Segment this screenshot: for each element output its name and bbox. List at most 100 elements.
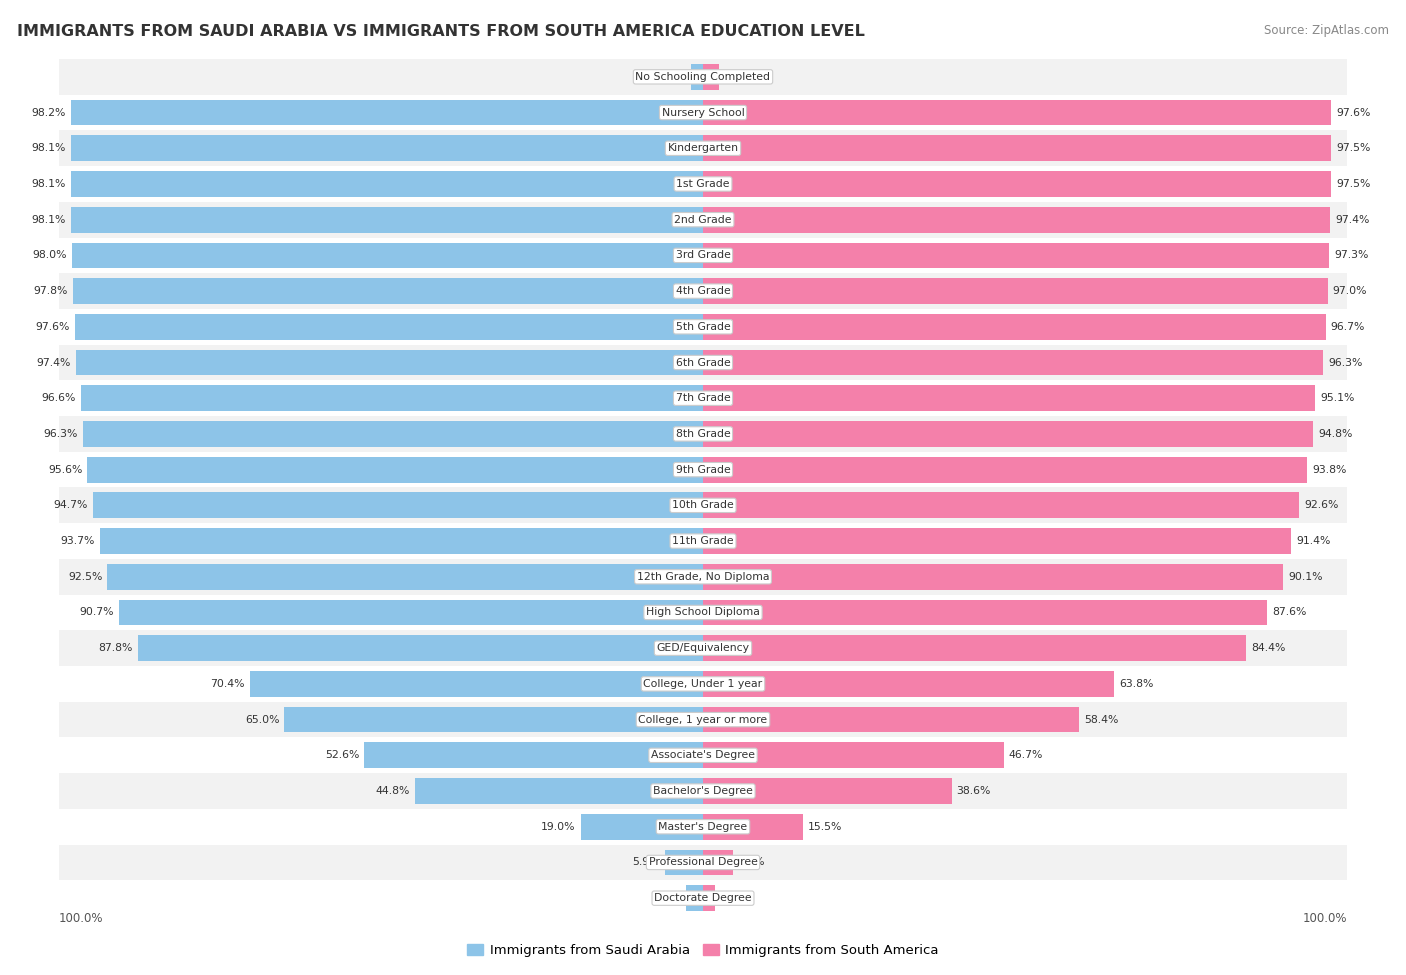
Text: 84.4%: 84.4%: [1251, 644, 1286, 653]
Text: Kindergarten: Kindergarten: [668, 143, 738, 153]
Text: 97.6%: 97.6%: [35, 322, 69, 332]
Bar: [59, 702, 1347, 737]
Text: 12th Grade, No Diploma: 12th Grade, No Diploma: [637, 571, 769, 582]
Bar: [703, 171, 1330, 197]
Bar: [703, 278, 1327, 304]
Text: 100.0%: 100.0%: [59, 913, 104, 925]
Text: 98.1%: 98.1%: [32, 143, 66, 153]
Text: 15.5%: 15.5%: [808, 822, 842, 832]
Text: 97.6%: 97.6%: [1337, 107, 1371, 118]
Bar: [250, 671, 703, 697]
Bar: [703, 314, 1326, 339]
Bar: [59, 809, 1347, 844]
Bar: [59, 666, 1347, 702]
Bar: [59, 844, 1347, 880]
Text: 98.0%: 98.0%: [32, 251, 67, 260]
Text: 94.7%: 94.7%: [53, 500, 89, 510]
Text: 4th Grade: 4th Grade: [676, 286, 730, 296]
Bar: [703, 64, 718, 90]
Bar: [72, 243, 703, 268]
Text: 97.5%: 97.5%: [1336, 179, 1371, 189]
Text: 97.3%: 97.3%: [1334, 251, 1369, 260]
Bar: [703, 492, 1299, 518]
Text: Source: ZipAtlas.com: Source: ZipAtlas.com: [1264, 24, 1389, 37]
Text: 6th Grade: 6th Grade: [676, 358, 730, 368]
Text: 96.3%: 96.3%: [1329, 358, 1362, 368]
Text: 100.0%: 100.0%: [1302, 913, 1347, 925]
Bar: [59, 95, 1347, 131]
Text: 65.0%: 65.0%: [245, 715, 280, 724]
Bar: [59, 202, 1347, 238]
Bar: [72, 136, 703, 161]
Text: 97.8%: 97.8%: [34, 286, 67, 296]
Text: 63.8%: 63.8%: [1119, 679, 1153, 689]
Text: 92.6%: 92.6%: [1305, 500, 1339, 510]
Text: 90.1%: 90.1%: [1288, 571, 1323, 582]
Bar: [703, 528, 1292, 554]
Text: 44.8%: 44.8%: [375, 786, 409, 796]
Text: College, 1 year or more: College, 1 year or more: [638, 715, 768, 724]
Text: 9th Grade: 9th Grade: [676, 465, 730, 475]
Bar: [59, 416, 1347, 451]
Bar: [703, 207, 1330, 232]
Text: 96.7%: 96.7%: [1330, 322, 1365, 332]
Bar: [59, 344, 1347, 380]
Bar: [72, 171, 703, 197]
Bar: [93, 492, 703, 518]
Text: 1.9%: 1.9%: [658, 72, 686, 82]
Bar: [284, 707, 703, 732]
Bar: [82, 385, 703, 411]
Text: 10th Grade: 10th Grade: [672, 500, 734, 510]
Bar: [581, 814, 703, 839]
Text: 19.0%: 19.0%: [541, 822, 575, 832]
Bar: [59, 58, 1347, 95]
Bar: [70, 99, 703, 126]
Bar: [107, 564, 703, 590]
Text: 5th Grade: 5th Grade: [676, 322, 730, 332]
Bar: [100, 528, 703, 554]
Bar: [703, 385, 1316, 411]
Bar: [690, 64, 703, 90]
Text: Nursery School: Nursery School: [662, 107, 744, 118]
Text: 98.1%: 98.1%: [32, 179, 66, 189]
Text: 46.7%: 46.7%: [1010, 751, 1043, 760]
Bar: [59, 880, 1347, 916]
Bar: [686, 885, 703, 911]
Text: 91.4%: 91.4%: [1296, 536, 1331, 546]
Text: 87.6%: 87.6%: [1272, 607, 1306, 617]
Bar: [703, 671, 1114, 697]
Text: 90.7%: 90.7%: [79, 607, 114, 617]
Bar: [59, 380, 1347, 416]
Text: Master's Degree: Master's Degree: [658, 822, 748, 832]
Bar: [59, 524, 1347, 559]
Text: 95.1%: 95.1%: [1320, 393, 1355, 404]
Bar: [120, 600, 703, 625]
Text: No Schooling Completed: No Schooling Completed: [636, 72, 770, 82]
Text: 96.6%: 96.6%: [42, 393, 76, 404]
Text: 95.6%: 95.6%: [48, 465, 83, 475]
Text: 3rd Grade: 3rd Grade: [675, 251, 731, 260]
Text: 5.9%: 5.9%: [633, 857, 659, 868]
Text: 2.7%: 2.7%: [652, 893, 681, 903]
Text: 97.0%: 97.0%: [1333, 286, 1367, 296]
Text: 58.4%: 58.4%: [1084, 715, 1119, 724]
Bar: [364, 743, 703, 768]
Bar: [59, 631, 1347, 666]
Text: College, Under 1 year: College, Under 1 year: [644, 679, 762, 689]
Bar: [665, 849, 703, 876]
Text: 7th Grade: 7th Grade: [676, 393, 730, 404]
Text: High School Diploma: High School Diploma: [647, 607, 759, 617]
Bar: [59, 559, 1347, 595]
Bar: [703, 564, 1284, 590]
Text: 92.5%: 92.5%: [67, 571, 103, 582]
Text: 97.5%: 97.5%: [1336, 143, 1371, 153]
Text: 87.8%: 87.8%: [98, 644, 132, 653]
Bar: [59, 273, 1347, 309]
Bar: [76, 350, 703, 375]
Bar: [703, 814, 803, 839]
Bar: [703, 457, 1308, 483]
Text: GED/Equivalency: GED/Equivalency: [657, 644, 749, 653]
Text: Bachelor's Degree: Bachelor's Degree: [652, 786, 754, 796]
Text: 70.4%: 70.4%: [209, 679, 245, 689]
Text: Doctorate Degree: Doctorate Degree: [654, 893, 752, 903]
